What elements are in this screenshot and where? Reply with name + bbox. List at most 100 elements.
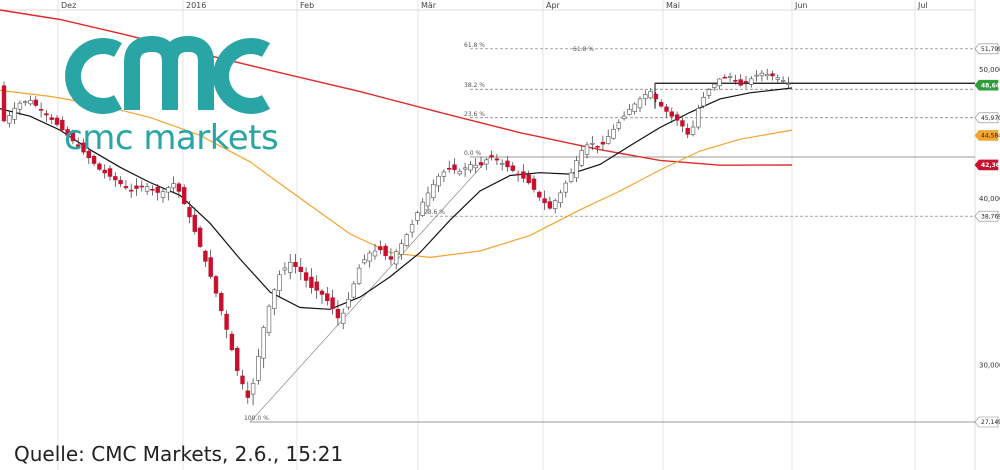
logo-wordmark: cmc markets (64, 118, 279, 158)
candle-body (49, 117, 54, 120)
candle-body (563, 182, 569, 193)
candle-body (627, 109, 632, 115)
candle-body (696, 108, 701, 128)
candle-body (515, 173, 521, 176)
candle-body (457, 170, 462, 175)
candle-body (197, 227, 203, 247)
candle-body (658, 101, 664, 107)
price-tag-box (974, 43, 999, 55)
candle-body (393, 251, 399, 265)
candle-body (452, 164, 457, 171)
candle-body (547, 201, 553, 209)
candle-body (256, 356, 261, 381)
candle-body (38, 109, 44, 111)
ma20-line (0, 87, 793, 310)
candle-body (266, 305, 272, 333)
candle-body (510, 165, 515, 171)
candle-body (595, 146, 600, 148)
candle-body (537, 191, 542, 198)
fib-level-label: 100.0 % (244, 415, 269, 422)
candle-body (176, 183, 182, 192)
price-tag-label: 44,584 (981, 133, 1000, 140)
candle-body (362, 259, 367, 264)
candle-body (12, 108, 17, 120)
candle-body (494, 158, 500, 161)
candle-body (160, 191, 166, 198)
candle-body (166, 187, 171, 193)
price-axis-label: 30,000 (979, 361, 1000, 369)
price-tag-box (974, 112, 999, 124)
candle-body (590, 142, 595, 145)
candle-body (155, 186, 160, 193)
candle-body (298, 266, 303, 272)
candle-body (409, 224, 415, 233)
price-tag-box (974, 79, 999, 91)
candle-body (717, 78, 722, 87)
candle-body (499, 162, 505, 165)
candle-body (287, 262, 293, 273)
candle-body (33, 99, 39, 106)
candle-body (605, 136, 611, 144)
candle-body (632, 103, 637, 112)
candle-body (552, 200, 558, 209)
candle-body (22, 101, 28, 103)
price-tag-label: 48,641 (981, 82, 1000, 89)
candle-body (616, 122, 622, 129)
price-tag-label: 45,970 (981, 115, 1000, 122)
candle-body (314, 281, 319, 291)
candle-body (367, 252, 372, 262)
candle-body (203, 250, 208, 262)
month-label: Feb (300, 1, 314, 10)
price-tag-label: 27,149 (981, 419, 1000, 426)
candle-body (425, 192, 431, 207)
candle-body (690, 126, 696, 135)
candle-body (150, 189, 155, 191)
candle-body (372, 250, 378, 257)
price-tag-label: 51,799 (981, 46, 1000, 53)
candle-body (738, 79, 743, 86)
candle-body (351, 283, 356, 298)
candle-body (118, 180, 123, 185)
candle-body (526, 174, 531, 184)
fib-level-label: 23.6 % (464, 111, 485, 118)
candle-body (219, 293, 224, 312)
price-axis-label: 40,000 (979, 195, 1000, 203)
candle-body (446, 167, 452, 170)
candle-body (293, 262, 298, 267)
candle-body (669, 111, 675, 117)
fib-level-label: 0.0 % (464, 150, 481, 157)
candle-body (733, 79, 738, 82)
month-label: Dez (61, 1, 76, 10)
candle-body (680, 120, 685, 127)
candle-body (722, 76, 728, 79)
candle-body (213, 276, 219, 294)
candle-body (786, 83, 791, 85)
candle-body (579, 150, 584, 166)
candle-body (558, 192, 563, 203)
candle-body (17, 102, 23, 110)
candle-body (574, 160, 579, 179)
month-label: Jul (917, 1, 928, 10)
candle-body (436, 175, 441, 187)
candle-body (478, 162, 484, 166)
cmc-logo-mark-icon (65, 35, 270, 114)
candle-body (505, 160, 510, 168)
fib-level-label: 23.6 % (424, 209, 445, 216)
candle-body (431, 184, 436, 199)
candle-body (531, 178, 537, 190)
price-tag-box (974, 130, 999, 141)
candle-body (420, 201, 425, 216)
candle-body (325, 293, 330, 302)
candle-body (473, 164, 478, 169)
candle-body (706, 89, 712, 96)
ma200-line (0, 9, 793, 166)
candle-body (102, 169, 107, 174)
candle-body (404, 234, 409, 246)
source-caption: Quelle: CMC Markets, 2.6., 15:21 (14, 442, 344, 466)
candle-body (462, 167, 468, 170)
candle-body (282, 267, 288, 271)
candle-body (1, 85, 7, 122)
candle-body (335, 308, 341, 319)
candle-body (309, 276, 314, 288)
